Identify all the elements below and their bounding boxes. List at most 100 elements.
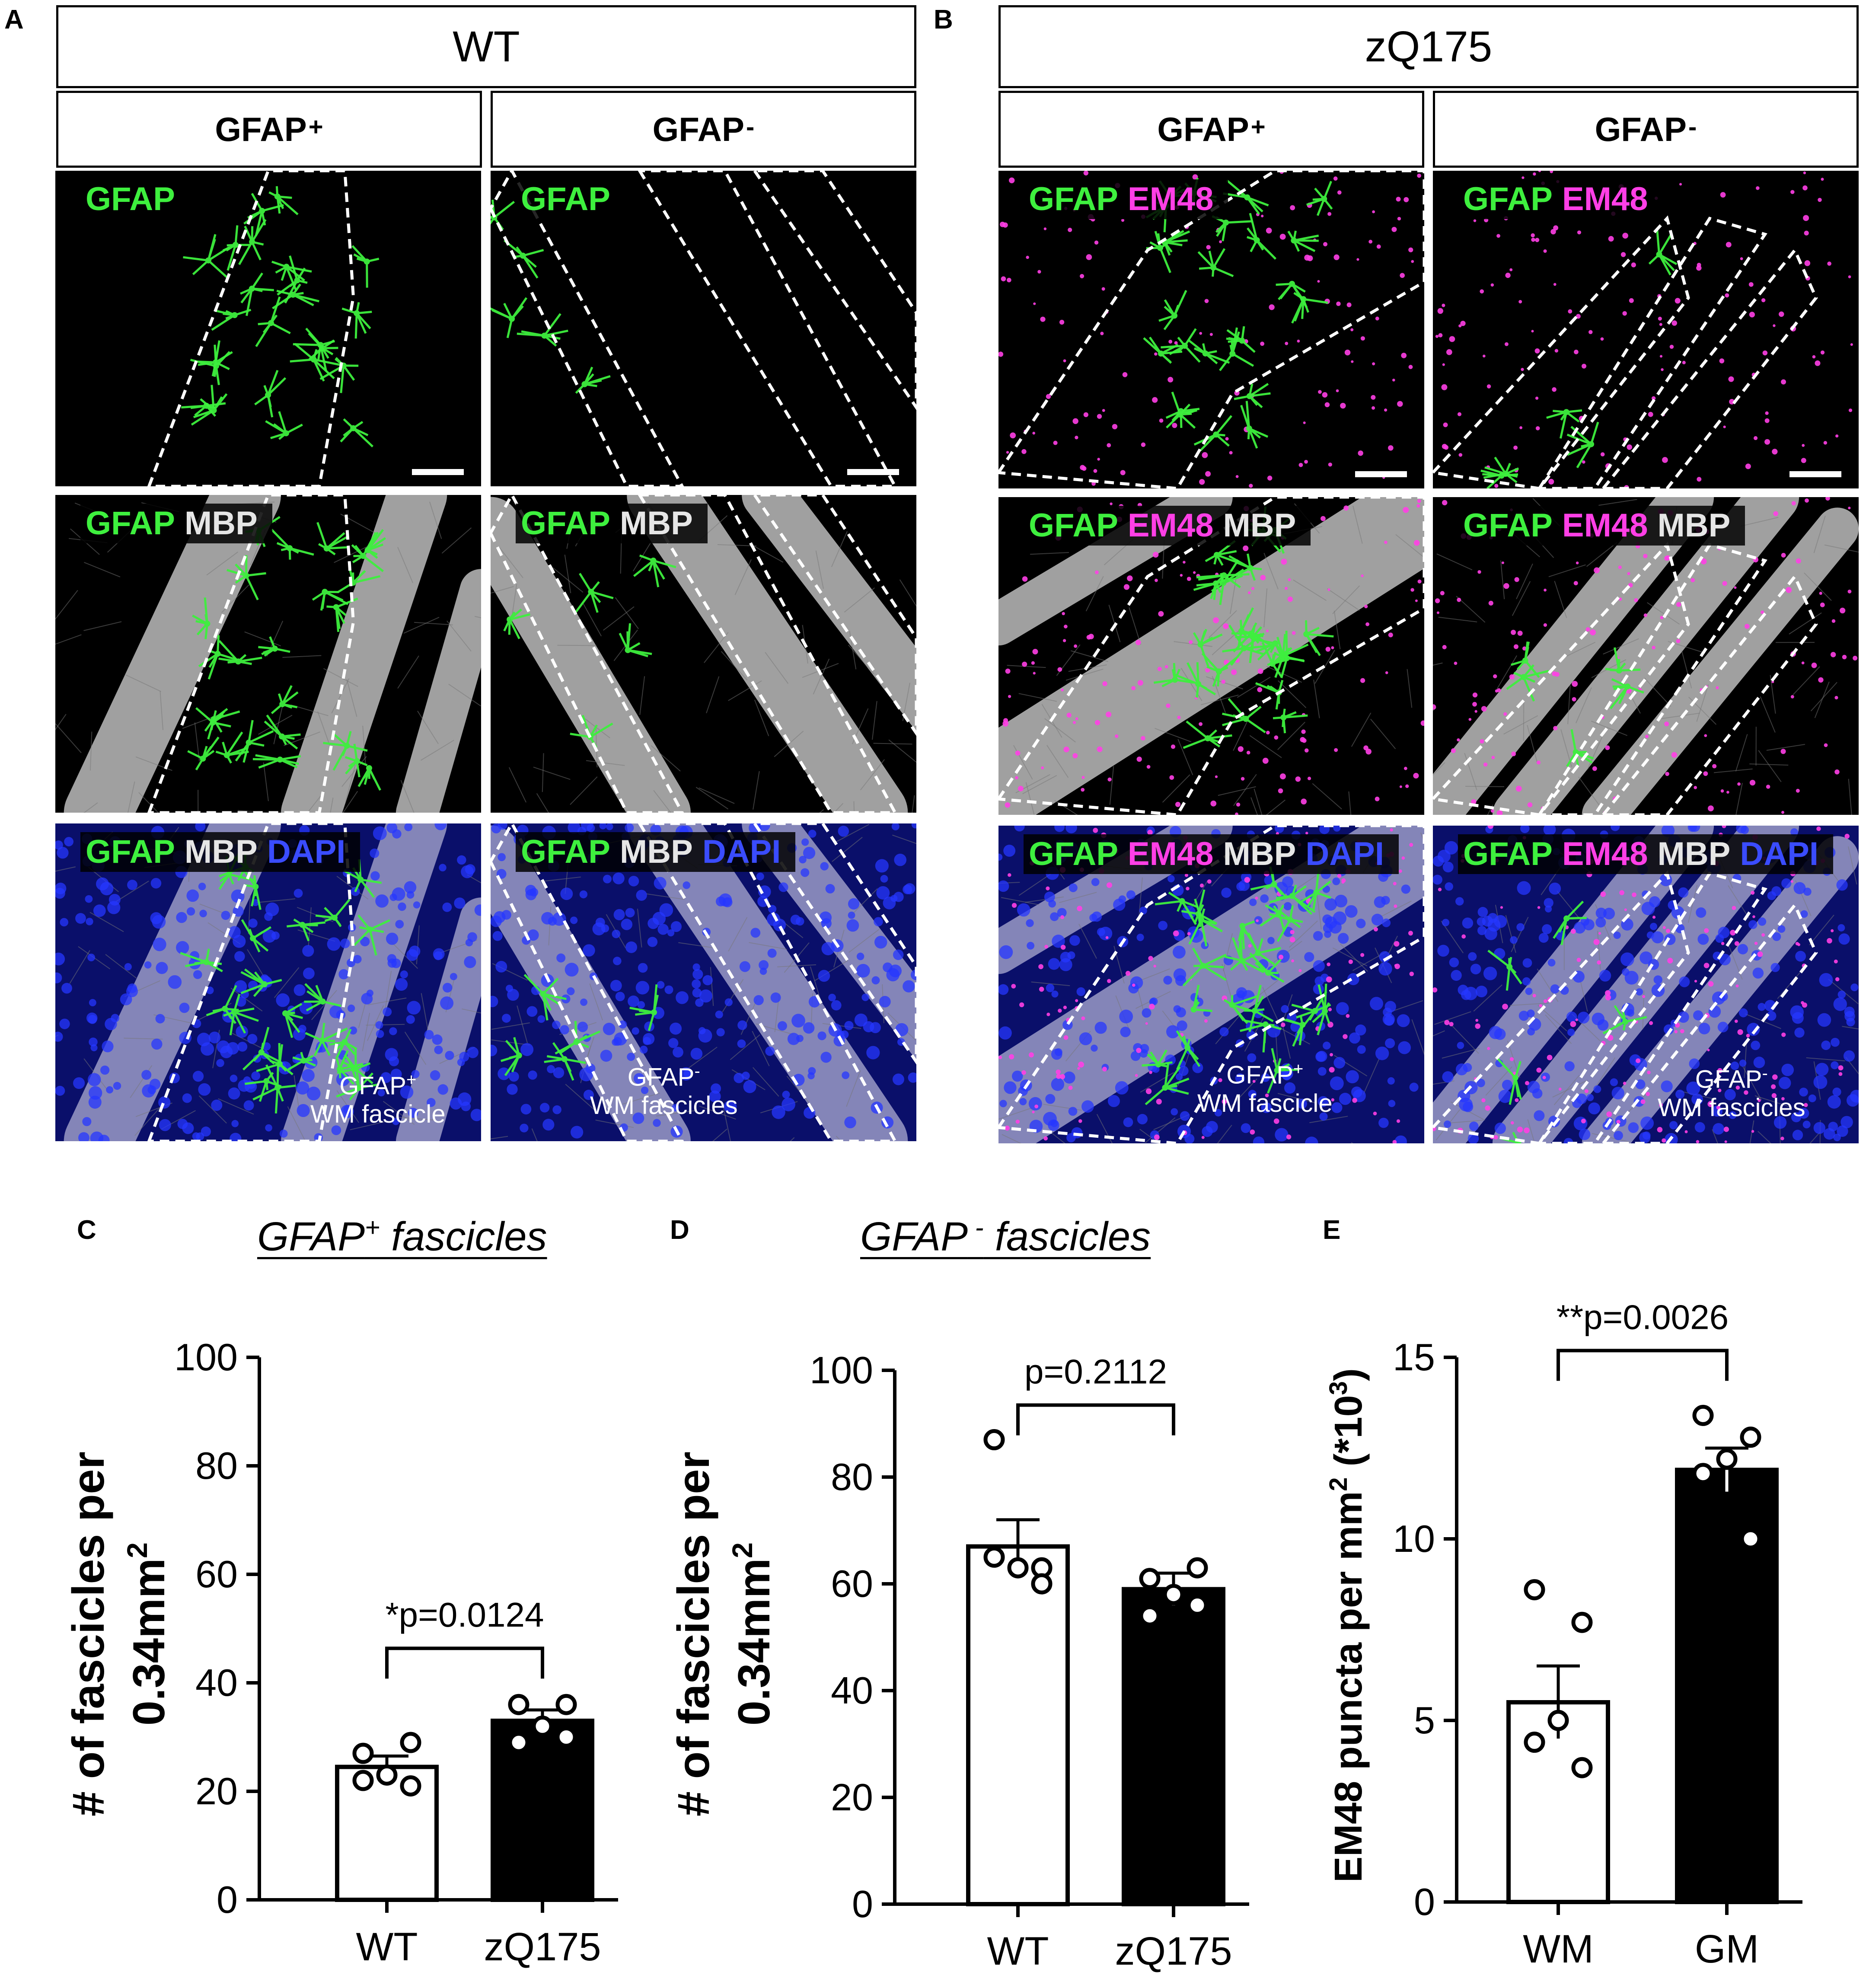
channel-label-dapi: DAPI xyxy=(702,833,781,870)
x-tick-label: WT xyxy=(356,1925,418,1969)
data-point xyxy=(1740,1426,1761,1448)
channel-label-dapi: DAPI xyxy=(267,833,346,870)
micrograph-b-gfap-neg-gfap-em48-mbp-dapi: GFAP EM48 MBP DAPI GFAP- WM fascicles xyxy=(1433,826,1859,1143)
y-axis-label-line1: # of fascicles per xyxy=(669,1452,719,1816)
header-zq175: zQ175 xyxy=(998,5,1859,88)
micrograph-b-gfap-neg-gfap-em48: GFAP EM48 xyxy=(1433,171,1859,488)
data-point xyxy=(555,1694,577,1715)
data-point xyxy=(1524,1579,1545,1601)
significance-bracket xyxy=(385,1647,544,1679)
y-tick-label: 80 xyxy=(831,1455,873,1498)
channel-label-mbp: MBP xyxy=(619,833,693,870)
channel-label-mbp: MBP xyxy=(184,833,258,870)
panel-label-a: A xyxy=(4,5,24,35)
channel-label-gfap: GFAP xyxy=(521,833,610,870)
annotation-gfap-pos-wm-fascicle: GFAP+ WM fascicle xyxy=(310,1070,446,1129)
y-tick-label: 100 xyxy=(174,1336,238,1379)
y-tick-label: 100 xyxy=(810,1349,873,1391)
y-tick-label: 0 xyxy=(852,1883,873,1925)
annotation-gfap-neg-wm-fascicles: GFAP- WM fascicles xyxy=(590,1062,738,1120)
data-point xyxy=(508,1732,529,1753)
y-tick-label: 80 xyxy=(195,1444,238,1487)
y-axis-label-line1: # of fascicles per xyxy=(64,1452,114,1816)
channel-label-dapi: DAPI xyxy=(1740,836,1818,872)
subheader-a-gfap-neg: GFAP - xyxy=(491,91,916,168)
micrograph-b-gfap-neg-gfap-em48-mbp: GFAP EM48 MBP xyxy=(1433,497,1859,815)
subheader-a-gfap-pos: GFAP + xyxy=(56,91,482,168)
channel-label-em48: EM48 xyxy=(1562,507,1648,544)
y-axis-label-line2: 0.34mm2 xyxy=(726,1542,779,1726)
data-point xyxy=(1692,1463,1714,1484)
significance-label: **p=0.0026 xyxy=(1557,1298,1729,1336)
chart-c: 0 20 40 60 80 100 WT zQ175 *p=0.0124 # of fascicl… xyxy=(64,1336,618,1969)
channel-label-em48: EM48 xyxy=(1562,181,1648,217)
y-tick-label: 10 xyxy=(1393,1517,1435,1560)
chart-e: 0 5 10 15 WM GM **p=0.0026 EM48 puncta per mm2 … xyxy=(1324,1298,1802,1971)
panel-label-c: C xyxy=(77,1215,96,1245)
data-point xyxy=(983,1546,1005,1568)
chart-d-title: GFAP - fascicles xyxy=(860,1213,1151,1259)
bar-zq175 xyxy=(491,1718,594,1902)
data-point xyxy=(400,1775,421,1797)
channel-label-mbp: MBP xyxy=(1223,836,1296,872)
channel-label-em48: EM48 xyxy=(1127,507,1214,544)
y-tick-label: 0 xyxy=(217,1878,238,1921)
channel-label-em48: EM48 xyxy=(1562,836,1648,872)
micrograph-a-gfap-neg-gfap-mbp: GFAP MBP xyxy=(491,495,916,813)
data-point xyxy=(1139,1605,1161,1627)
channel-label-mbp: MBP xyxy=(1657,836,1731,872)
channel-label-gfap: GFAP xyxy=(1463,181,1553,217)
y-tick-label: 5 xyxy=(1414,1699,1435,1742)
data-point xyxy=(1740,1528,1761,1550)
micrograph-b-gfap-pos-gfap-em48: GFAP EM48 xyxy=(998,171,1424,488)
y-axis-label-line2: 0.34mm2 xyxy=(121,1542,174,1726)
channel-label-em48: EM48 xyxy=(1127,836,1214,872)
data-point xyxy=(1007,1557,1029,1579)
y-tick-label: 40 xyxy=(831,1669,873,1712)
channel-label-gfap: GFAP xyxy=(1463,507,1553,544)
channel-label-gfap: GFAP xyxy=(1029,836,1118,872)
channel-label-em48: EM48 xyxy=(1127,181,1214,217)
data-point xyxy=(983,1429,1005,1451)
y-axis-label: EM48 puncta per mm2 (*103) xyxy=(1324,1368,1370,1883)
y-tick-label: 60 xyxy=(195,1553,238,1596)
data-point xyxy=(508,1694,529,1715)
channel-label-mbp: MBP xyxy=(1657,507,1731,544)
data-point xyxy=(555,1726,577,1748)
bar-gm xyxy=(1675,1468,1779,1904)
micrograph-a-gfap-neg-gfap: GFAP xyxy=(491,171,916,486)
x-tick-label: zQ175 xyxy=(484,1925,601,1969)
data-point xyxy=(1163,1584,1184,1605)
x-tick-label: GM xyxy=(1695,1927,1759,1971)
data-point xyxy=(1524,1731,1545,1753)
y-tick-label: 20 xyxy=(831,1776,873,1819)
channel-label-gfap: GFAP xyxy=(1463,836,1553,872)
significance-label: p=0.2112 xyxy=(1024,1353,1167,1391)
data-point xyxy=(352,1770,374,1791)
x-tick-label: WT xyxy=(987,1929,1049,1973)
channel-label-gfap: GFAP xyxy=(86,505,175,542)
channel-label-mbp: MBP xyxy=(1223,507,1296,544)
chart-d: 0 20 40 60 80 100 WT zQ175 p=0.2112 # of fascicle… xyxy=(669,1349,1249,1973)
subheader-b-gfap-neg: GFAP - xyxy=(1433,91,1859,168)
annotation-gfap-neg-wm-fascicles: GFAP- WM fascicles xyxy=(1658,1064,1805,1122)
bar-wt xyxy=(335,1765,439,1902)
annotation-gfap-pos-wm-fascicle: GFAP+ WM fascicle xyxy=(1197,1059,1333,1118)
channel-label-dapi: DAPI xyxy=(1305,836,1384,872)
micrograph-b-gfap-pos-gfap-em48-mbp: GFAP EM48 MBP xyxy=(998,497,1424,815)
data-point xyxy=(1716,1448,1738,1470)
x-tick-label: zQ175 xyxy=(1115,1929,1232,1973)
panel-label-b: B xyxy=(934,5,953,35)
channel-label-gfap: GFAP xyxy=(86,181,175,217)
data-point xyxy=(1187,1594,1208,1616)
panel-label-d: D xyxy=(670,1215,689,1245)
micrograph-a-gfap-pos-gfap-mbp-dapi: GFAP MBP DAPI GFAP+ WM fascicle xyxy=(55,823,481,1141)
y-tick-label: 60 xyxy=(831,1562,873,1605)
channel-label-mbp: MBP xyxy=(619,505,693,542)
y-tick-label: 20 xyxy=(195,1770,238,1812)
data-point xyxy=(1031,1573,1053,1595)
y-tick-label: 15 xyxy=(1393,1336,1435,1379)
micrograph-b-gfap-pos-gfap-em48-mbp-dapi: GFAP EM48 MBP DAPI GFAP+ WM fascicle xyxy=(998,826,1424,1143)
x-tick-label: WM xyxy=(1523,1927,1593,1971)
data-point xyxy=(1139,1568,1161,1589)
